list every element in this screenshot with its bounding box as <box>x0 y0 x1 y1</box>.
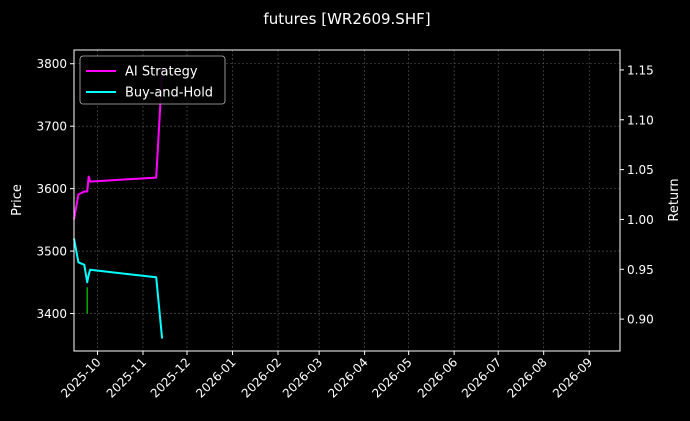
y-tick-label: 3700 <box>36 120 67 134</box>
y2-tick-label: 0.90 <box>627 313 654 327</box>
legend-label-ai-strategy: AI Strategy <box>125 65 198 80</box>
grid <box>74 50 620 351</box>
y-axis-label: Price <box>10 184 25 216</box>
y-tick-label: 3800 <box>36 57 67 71</box>
y2-tick-label: 1.00 <box>627 213 654 227</box>
ai-strategy-line <box>73 66 164 220</box>
y2-tick-label: 0.95 <box>627 263 654 277</box>
legend-label-buy-and-hold: Buy-and-Hold <box>125 86 213 101</box>
y2-tick-label: 1.15 <box>627 63 654 77</box>
legend: AI Strategy Buy-and-Hold <box>79 55 226 105</box>
y2-axis-label: Return <box>667 178 682 221</box>
y2-tick-label: 1.10 <box>627 113 654 127</box>
legend-box <box>79 55 226 105</box>
y-tick-label: 3600 <box>36 182 67 196</box>
chart-title: futures [WR2609.SHF] <box>263 10 430 28</box>
left-axis: 3400 3500 3600 3700 3800 <box>36 57 74 321</box>
right-axis: 0.90 0.95 1.00 1.05 1.10 1.15 <box>620 63 654 327</box>
plot-lines <box>73 66 164 339</box>
y-tick-label: 3500 <box>36 245 67 259</box>
buy-and-hold-line <box>73 238 164 339</box>
y-tick-label: 3400 <box>36 307 67 321</box>
y2-tick-label: 1.05 <box>627 163 654 177</box>
plot-frame <box>73 49 621 352</box>
